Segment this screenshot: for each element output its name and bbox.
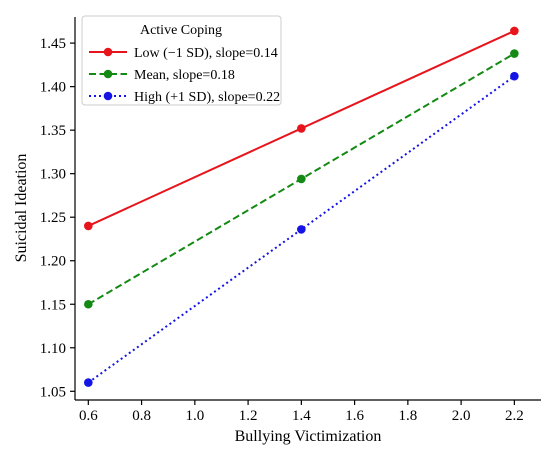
x-tick-label: 1.8 [398,408,417,424]
x-tick-label: 2.2 [505,408,524,424]
axes [74,17,541,401]
series-0-point [84,221,93,231]
x-tick-label: 2.0 [452,408,471,424]
plot-area [84,26,519,387]
y-tick-label: 1.25 [40,210,66,226]
y-tick-label: 1.35 [40,123,66,139]
y-tick-label: 1.40 [40,80,66,96]
x-tick-label: 1.4 [292,408,311,424]
series-2-point [297,225,306,234]
y-tick-label: 1.15 [40,297,66,313]
legend-label-2: High (+1 SD), slope=0.22 [134,90,280,105]
x-tick-label: 0.8 [132,408,151,424]
series-2-point [510,71,519,81]
legend-marker-0 [103,47,113,57]
legend-entries: Low (−1 SD), slope=0.14 Mean, slope=0.18 H… [89,46,280,105]
legend-box [81,15,282,106]
y-tick-label: 1.30 [40,167,66,183]
legend-label-1: Mean, slope=0.18 [134,68,235,83]
y-tick-label: 1.20 [40,254,66,270]
legend-title: Active Coping [140,23,222,38]
x-tick-label: 0.6 [79,408,98,424]
series-0-point [510,26,519,36]
y-tick-label: 1.05 [40,384,66,400]
series-1-point [297,174,306,184]
y-tick-label: 1.10 [40,341,66,357]
x-tick-label: 1.6 [345,408,364,424]
series-0-point [297,124,306,133]
x-axis-label: Bullying Victimization [235,428,382,445]
y-axis-label: Suicidal Ideation [13,154,30,263]
series-1-point [84,299,93,309]
series-2-point [84,378,93,387]
series-1-point [510,49,519,58]
x-tick-label: 1.2 [239,408,258,424]
x-ticks: 0.6 0.8 1.0 1.2 1.4 1.6 1.8 2.0 2.2 [79,400,524,424]
legend-label-0: Low (−1 SD), slope=0.14 [134,46,278,61]
legend: Active Coping Low (−1 SD), slope=0.14 Mea… [81,15,282,106]
legend-marker-2 [103,91,113,101]
y-tick-label: 1.45 [40,36,66,52]
legend-marker-1 [103,69,113,79]
y-ticks: 1.05 1.10 1.15 1.20 1.25 1.30 1.35 1.40 1.45 [40,36,75,400]
x-tick-label: 1.0 [185,408,204,424]
